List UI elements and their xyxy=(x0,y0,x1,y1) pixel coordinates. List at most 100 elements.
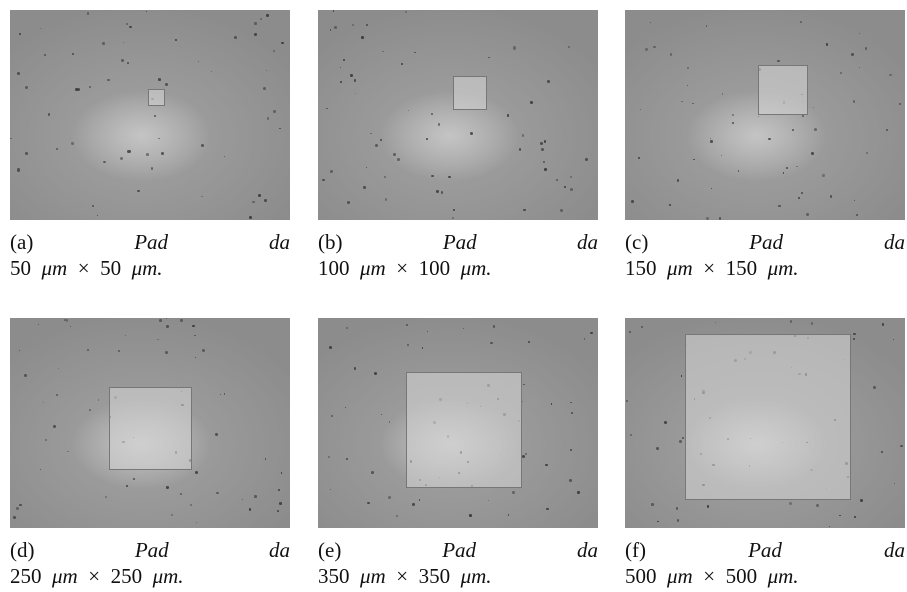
speck xyxy=(768,137,771,141)
caption-text: μm xyxy=(52,564,78,588)
speck xyxy=(866,152,869,155)
speck xyxy=(625,400,628,403)
speck xyxy=(353,78,357,82)
speck xyxy=(254,22,257,25)
speck xyxy=(546,507,549,511)
speck xyxy=(117,350,120,353)
subfigure-label: (f) xyxy=(625,538,646,562)
speck xyxy=(86,12,90,15)
speck xyxy=(540,142,544,146)
speck xyxy=(405,324,408,327)
speck xyxy=(710,137,712,139)
speck xyxy=(219,393,221,395)
pad xyxy=(453,76,487,110)
speck xyxy=(570,188,573,192)
speck xyxy=(367,501,370,504)
speck xyxy=(327,456,330,459)
speck xyxy=(40,468,42,470)
speck xyxy=(657,520,659,523)
speck xyxy=(567,45,571,49)
caption-text: 150 xyxy=(725,256,758,280)
speck xyxy=(382,50,384,52)
speck xyxy=(277,510,279,512)
speck xyxy=(174,38,177,41)
speck xyxy=(345,457,349,461)
speck xyxy=(859,498,864,503)
caption-text: . xyxy=(793,564,799,588)
speck xyxy=(40,27,42,29)
caption-text: μm xyxy=(360,564,386,588)
speck xyxy=(24,373,28,377)
speck xyxy=(521,454,525,458)
speck xyxy=(801,114,804,117)
speck xyxy=(254,495,257,498)
speck xyxy=(127,150,131,154)
speck xyxy=(680,375,682,377)
caption-line: 100 μm × 100 μm. xyxy=(318,255,598,281)
caption-line: (e) Pad da xyxy=(318,537,598,563)
speck xyxy=(812,106,815,109)
speck xyxy=(546,80,550,84)
speck xyxy=(731,113,734,117)
speck xyxy=(252,201,255,204)
caption-text: μm xyxy=(460,564,487,588)
speck xyxy=(45,439,48,442)
speck xyxy=(559,208,563,213)
speck xyxy=(656,446,660,450)
speck xyxy=(201,195,203,198)
speck xyxy=(153,115,156,118)
speck xyxy=(550,403,553,405)
speck xyxy=(71,141,75,145)
caption-line: (b) Pad da xyxy=(318,229,598,255)
speck xyxy=(77,87,81,91)
speck xyxy=(384,198,388,202)
caption-text: 250 xyxy=(110,564,143,588)
speck xyxy=(653,45,656,49)
speck xyxy=(19,32,22,36)
speck xyxy=(17,72,20,75)
speck xyxy=(412,503,415,506)
caption-text: 250 xyxy=(10,564,42,588)
speck xyxy=(570,175,573,178)
speck xyxy=(790,320,793,323)
subfigure: (c) Pad da 150 μm × 150 μm. xyxy=(625,10,905,281)
caption-text: μm xyxy=(360,256,386,280)
speck xyxy=(852,100,855,103)
speck xyxy=(328,345,332,349)
speck xyxy=(277,488,280,491)
caption-text: 100 xyxy=(418,256,451,280)
speck xyxy=(881,450,884,453)
speck xyxy=(542,161,545,164)
speck xyxy=(852,337,856,341)
speck xyxy=(10,138,12,140)
speck xyxy=(160,152,164,156)
caption-line: (a) Pad da xyxy=(10,229,290,255)
speck xyxy=(397,158,400,161)
speck xyxy=(201,143,205,147)
speck xyxy=(523,208,526,212)
speck xyxy=(216,491,219,494)
speck xyxy=(645,47,649,51)
speck xyxy=(265,70,267,72)
speck xyxy=(681,100,683,103)
speck xyxy=(799,20,802,23)
caption-text: 500 xyxy=(625,564,657,588)
speck xyxy=(13,516,17,520)
speck xyxy=(343,58,346,61)
speck xyxy=(406,343,409,346)
caption-word: Pad xyxy=(749,230,784,254)
speck xyxy=(778,205,781,208)
caption-text: μm xyxy=(460,256,487,280)
speck xyxy=(387,495,391,500)
speck xyxy=(132,478,135,481)
speck xyxy=(737,170,740,172)
speck xyxy=(210,70,213,72)
speck xyxy=(512,491,515,494)
speck xyxy=(710,139,714,143)
speck xyxy=(75,87,79,91)
speck xyxy=(405,10,408,13)
speck xyxy=(854,516,856,518)
caption-text: μm xyxy=(767,256,794,280)
subfigure: (d) Pad da 250 μm × 250 μm. xyxy=(10,318,290,589)
